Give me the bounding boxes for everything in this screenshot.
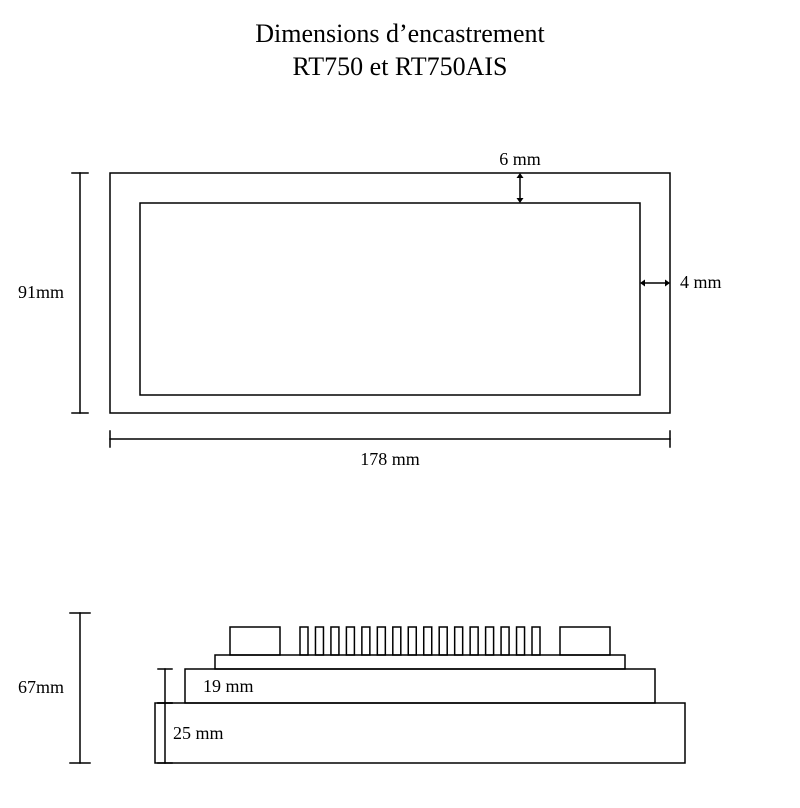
front-outer-rect — [110, 173, 670, 413]
side-fin — [501, 627, 509, 655]
title-line-1: Dimensions d’encastrement — [0, 18, 800, 51]
label-width-178mm: 178 mm — [360, 449, 420, 469]
side-mid — [185, 669, 655, 703]
side-fin — [393, 627, 401, 655]
label-right-4mm: 4 mm — [680, 272, 722, 292]
side-fin — [408, 627, 416, 655]
label-base-25mm: 25 mm — [173, 723, 224, 743]
diagram-title: Dimensions d’encastrement RT750 et RT750… — [0, 0, 800, 83]
label-height-91mm: 91mm — [18, 282, 64, 302]
title-line-2: RT750 et RT750AIS — [0, 51, 800, 84]
side-fin — [331, 627, 339, 655]
side-fin — [300, 627, 308, 655]
dimension-diagram: 91mm 178 mm 6 mm 4 mm 67mm 19 mm 25 mm — [0, 83, 800, 803]
side-fin — [455, 627, 463, 655]
side-right-block — [560, 627, 610, 655]
side-fin — [424, 627, 432, 655]
side-top-plate — [215, 655, 625, 669]
side-left-block — [230, 627, 280, 655]
side-fin — [362, 627, 370, 655]
label-top-6mm: 6 mm — [499, 149, 541, 169]
side-fin — [517, 627, 525, 655]
label-total-67mm: 67mm — [18, 677, 64, 697]
side-fin — [377, 627, 385, 655]
side-fin — [532, 627, 540, 655]
side-fin — [486, 627, 494, 655]
side-fin — [470, 627, 478, 655]
side-base — [155, 703, 685, 763]
side-fin — [439, 627, 447, 655]
front-inner-rect — [140, 203, 640, 395]
side-fin — [346, 627, 354, 655]
label-mid-19mm: 19 mm — [203, 676, 254, 696]
side-fin — [315, 627, 323, 655]
